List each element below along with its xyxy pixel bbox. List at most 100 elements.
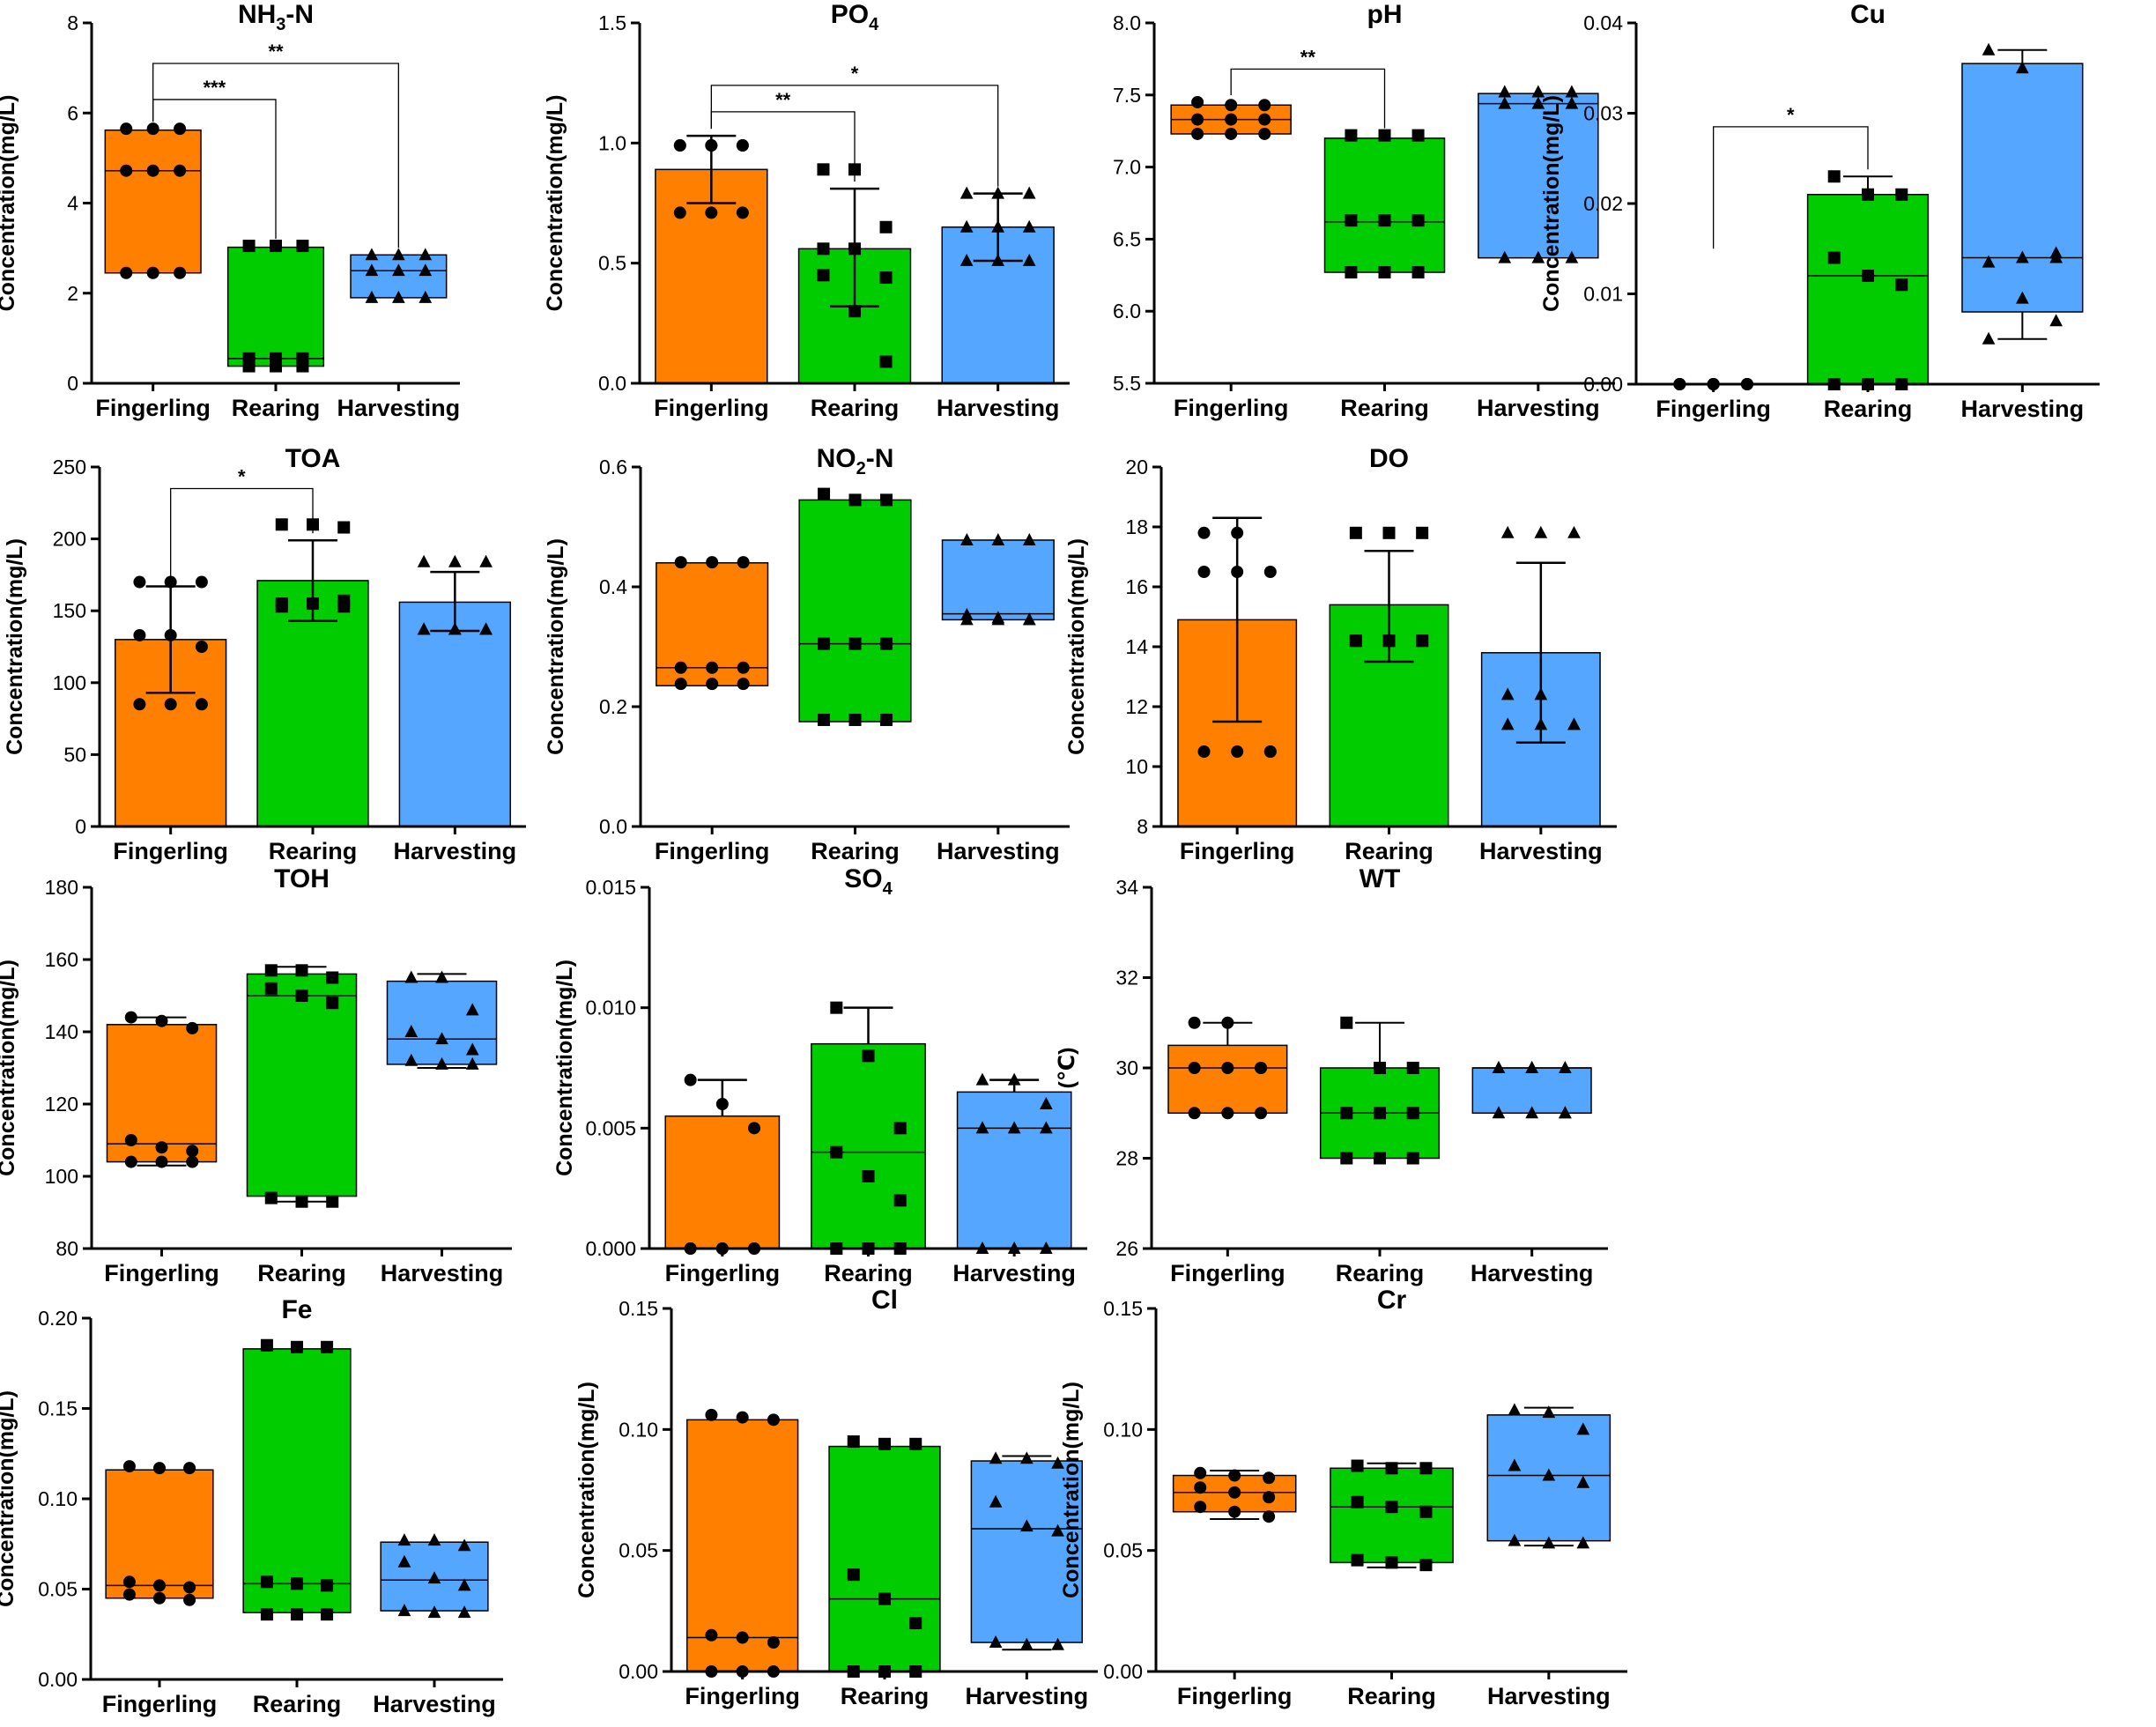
data-point-fingerling (174, 122, 187, 136)
data-point-fingerling (174, 164, 187, 177)
data-point-rearing (848, 493, 862, 507)
data-point-harvesting (975, 1121, 989, 1134)
data-point-harvesting (1508, 1403, 1522, 1416)
data-point-harvesting (1508, 1533, 1522, 1546)
data-point-fingerling (186, 1155, 199, 1168)
data-point-rearing (291, 1577, 303, 1590)
y-tick-label: 7.0 (1113, 156, 1141, 179)
data-point-harvesting (1576, 1422, 1590, 1435)
box-fingerling (105, 1469, 214, 1599)
data-point-rearing (817, 269, 830, 282)
box-rearing (798, 499, 912, 723)
data-point-rearing (337, 521, 351, 534)
y-tick-label: 0.02 (1583, 192, 1623, 215)
x-tick-label-harvesting: Harvesting (337, 395, 461, 421)
data-point-rearing (1374, 1152, 1386, 1165)
box-rearing (242, 1348, 352, 1613)
data-point-harvesting (1534, 525, 1548, 538)
data-point-harvesting (1500, 717, 1515, 730)
data-point-harvesting (1565, 85, 1579, 98)
chart-panel-toa: 0 50 100 150 200 250 Fingerling Rearing Harvesti… (3, 444, 526, 864)
data-point-rearing (879, 713, 893, 726)
data-point-fingerling (705, 1408, 718, 1421)
chart-panel-ph: 5.5 6.0 6.5 7.0 7.5 8.0 Fingerling Rearing Harve… (1113, 0, 1615, 421)
y-tick-label: 12 (1125, 695, 1148, 718)
x-tick-label-rearing: Rearing (841, 1683, 930, 1709)
data-point-harvesting (1534, 687, 1548, 700)
data-point-fingerling (736, 1411, 749, 1424)
chart-title: Fe (281, 1295, 312, 1324)
data-point-rearing (1827, 170, 1841, 183)
data-point-fingerling (153, 1591, 166, 1605)
data-point-harvesting (1051, 1523, 1064, 1537)
data-point-harvesting (1567, 525, 1581, 538)
data-point-harvesting (991, 253, 1005, 266)
data-point-harvesting (1565, 96, 1579, 109)
box-harvesting (386, 980, 498, 1065)
significance-label: ** (1300, 46, 1316, 68)
x-tick-label-harvesting: Harvesting (394, 838, 517, 864)
x-tick-label-harvesting: Harvesting (937, 395, 1060, 421)
data-point-harvesting (1039, 1097, 1053, 1109)
y-tick-label: 0.15 (619, 1297, 658, 1320)
data-point-rearing (1340, 1152, 1353, 1165)
data-point-rearing (848, 242, 861, 256)
x-tick-label-fingerling: Fingerling (665, 1260, 781, 1286)
data-point-rearing (1419, 1559, 1433, 1572)
x-tick-label-fingerling: Fingerling (654, 395, 769, 421)
data-point-fingerling (767, 1413, 780, 1427)
data-point-harvesting (397, 1533, 411, 1546)
y-axis-label: Concentration(mg/L) (574, 1382, 599, 1598)
y-tick-label: 0.00 (1103, 1660, 1143, 1683)
data-point-fingerling (1225, 127, 1238, 140)
box-fingerling (1167, 1044, 1288, 1114)
data-point-fingerling (1191, 113, 1204, 126)
data-point-rearing (893, 1122, 907, 1135)
y-tick-label: 0.05 (38, 1578, 78, 1601)
significance-bracket (1713, 126, 1869, 249)
bar-fingerling (664, 1115, 781, 1249)
data-point-rearing (1351, 1459, 1364, 1472)
data-point-fingerling (736, 1631, 749, 1644)
x-tick-label-rearing: Rearing (811, 838, 900, 864)
data-point-rearing (1862, 188, 1874, 201)
x-tick-label-harvesting: Harvesting (1961, 396, 2085, 422)
box-fingerling (685, 1419, 799, 1672)
significance-bracket (152, 63, 399, 248)
data-point-harvesting (391, 263, 405, 277)
data-point-rearing (1351, 1495, 1364, 1508)
y-tick-label: 14 (1125, 635, 1148, 658)
data-point-rearing (879, 637, 893, 650)
data-point-rearing (242, 359, 256, 373)
data-point-rearing (1349, 526, 1362, 539)
y-tick-label: 0.15 (1103, 1297, 1143, 1320)
data-point-fingerling (1263, 745, 1277, 758)
significance-label: * (1787, 104, 1795, 126)
data-point-harvesting (365, 290, 379, 303)
data-point-fingerling (183, 1462, 196, 1475)
data-point-harvesting (465, 1056, 479, 1070)
x-tick-label-harvesting: Harvesting (966, 1683, 1089, 1709)
data-point-fingerling (186, 1145, 199, 1158)
data-point-fingerling (155, 1141, 168, 1154)
x-tick-label-rearing: Rearing (253, 1691, 342, 1717)
data-point-rearing (1419, 1462, 1433, 1475)
x-tick-label-fingerling: Fingerling (1170, 1260, 1285, 1286)
significance-bracket (170, 487, 314, 580)
data-point-rearing (818, 487, 831, 500)
data-point-rearing (296, 359, 309, 373)
bar-fingerling (655, 168, 768, 384)
data-point-harvesting (1022, 219, 1036, 233)
data-point-rearing (848, 305, 861, 318)
x-tick-label-rearing: Rearing (824, 1260, 913, 1286)
x-tick-label-rearing: Rearing (1340, 395, 1429, 421)
data-point-harvesting (365, 263, 379, 277)
data-point-rearing (264, 1191, 278, 1204)
x-tick-label-rearing: Rearing (1824, 396, 1913, 422)
data-point-harvesting (989, 1635, 1003, 1649)
x-tick-label-fingerling: Fingerling (1656, 396, 1771, 422)
data-point-fingerling (122, 1460, 136, 1473)
title-main: NO (817, 444, 856, 473)
data-point-harvesting (1559, 1061, 1572, 1073)
bar-harvesting (398, 601, 512, 827)
